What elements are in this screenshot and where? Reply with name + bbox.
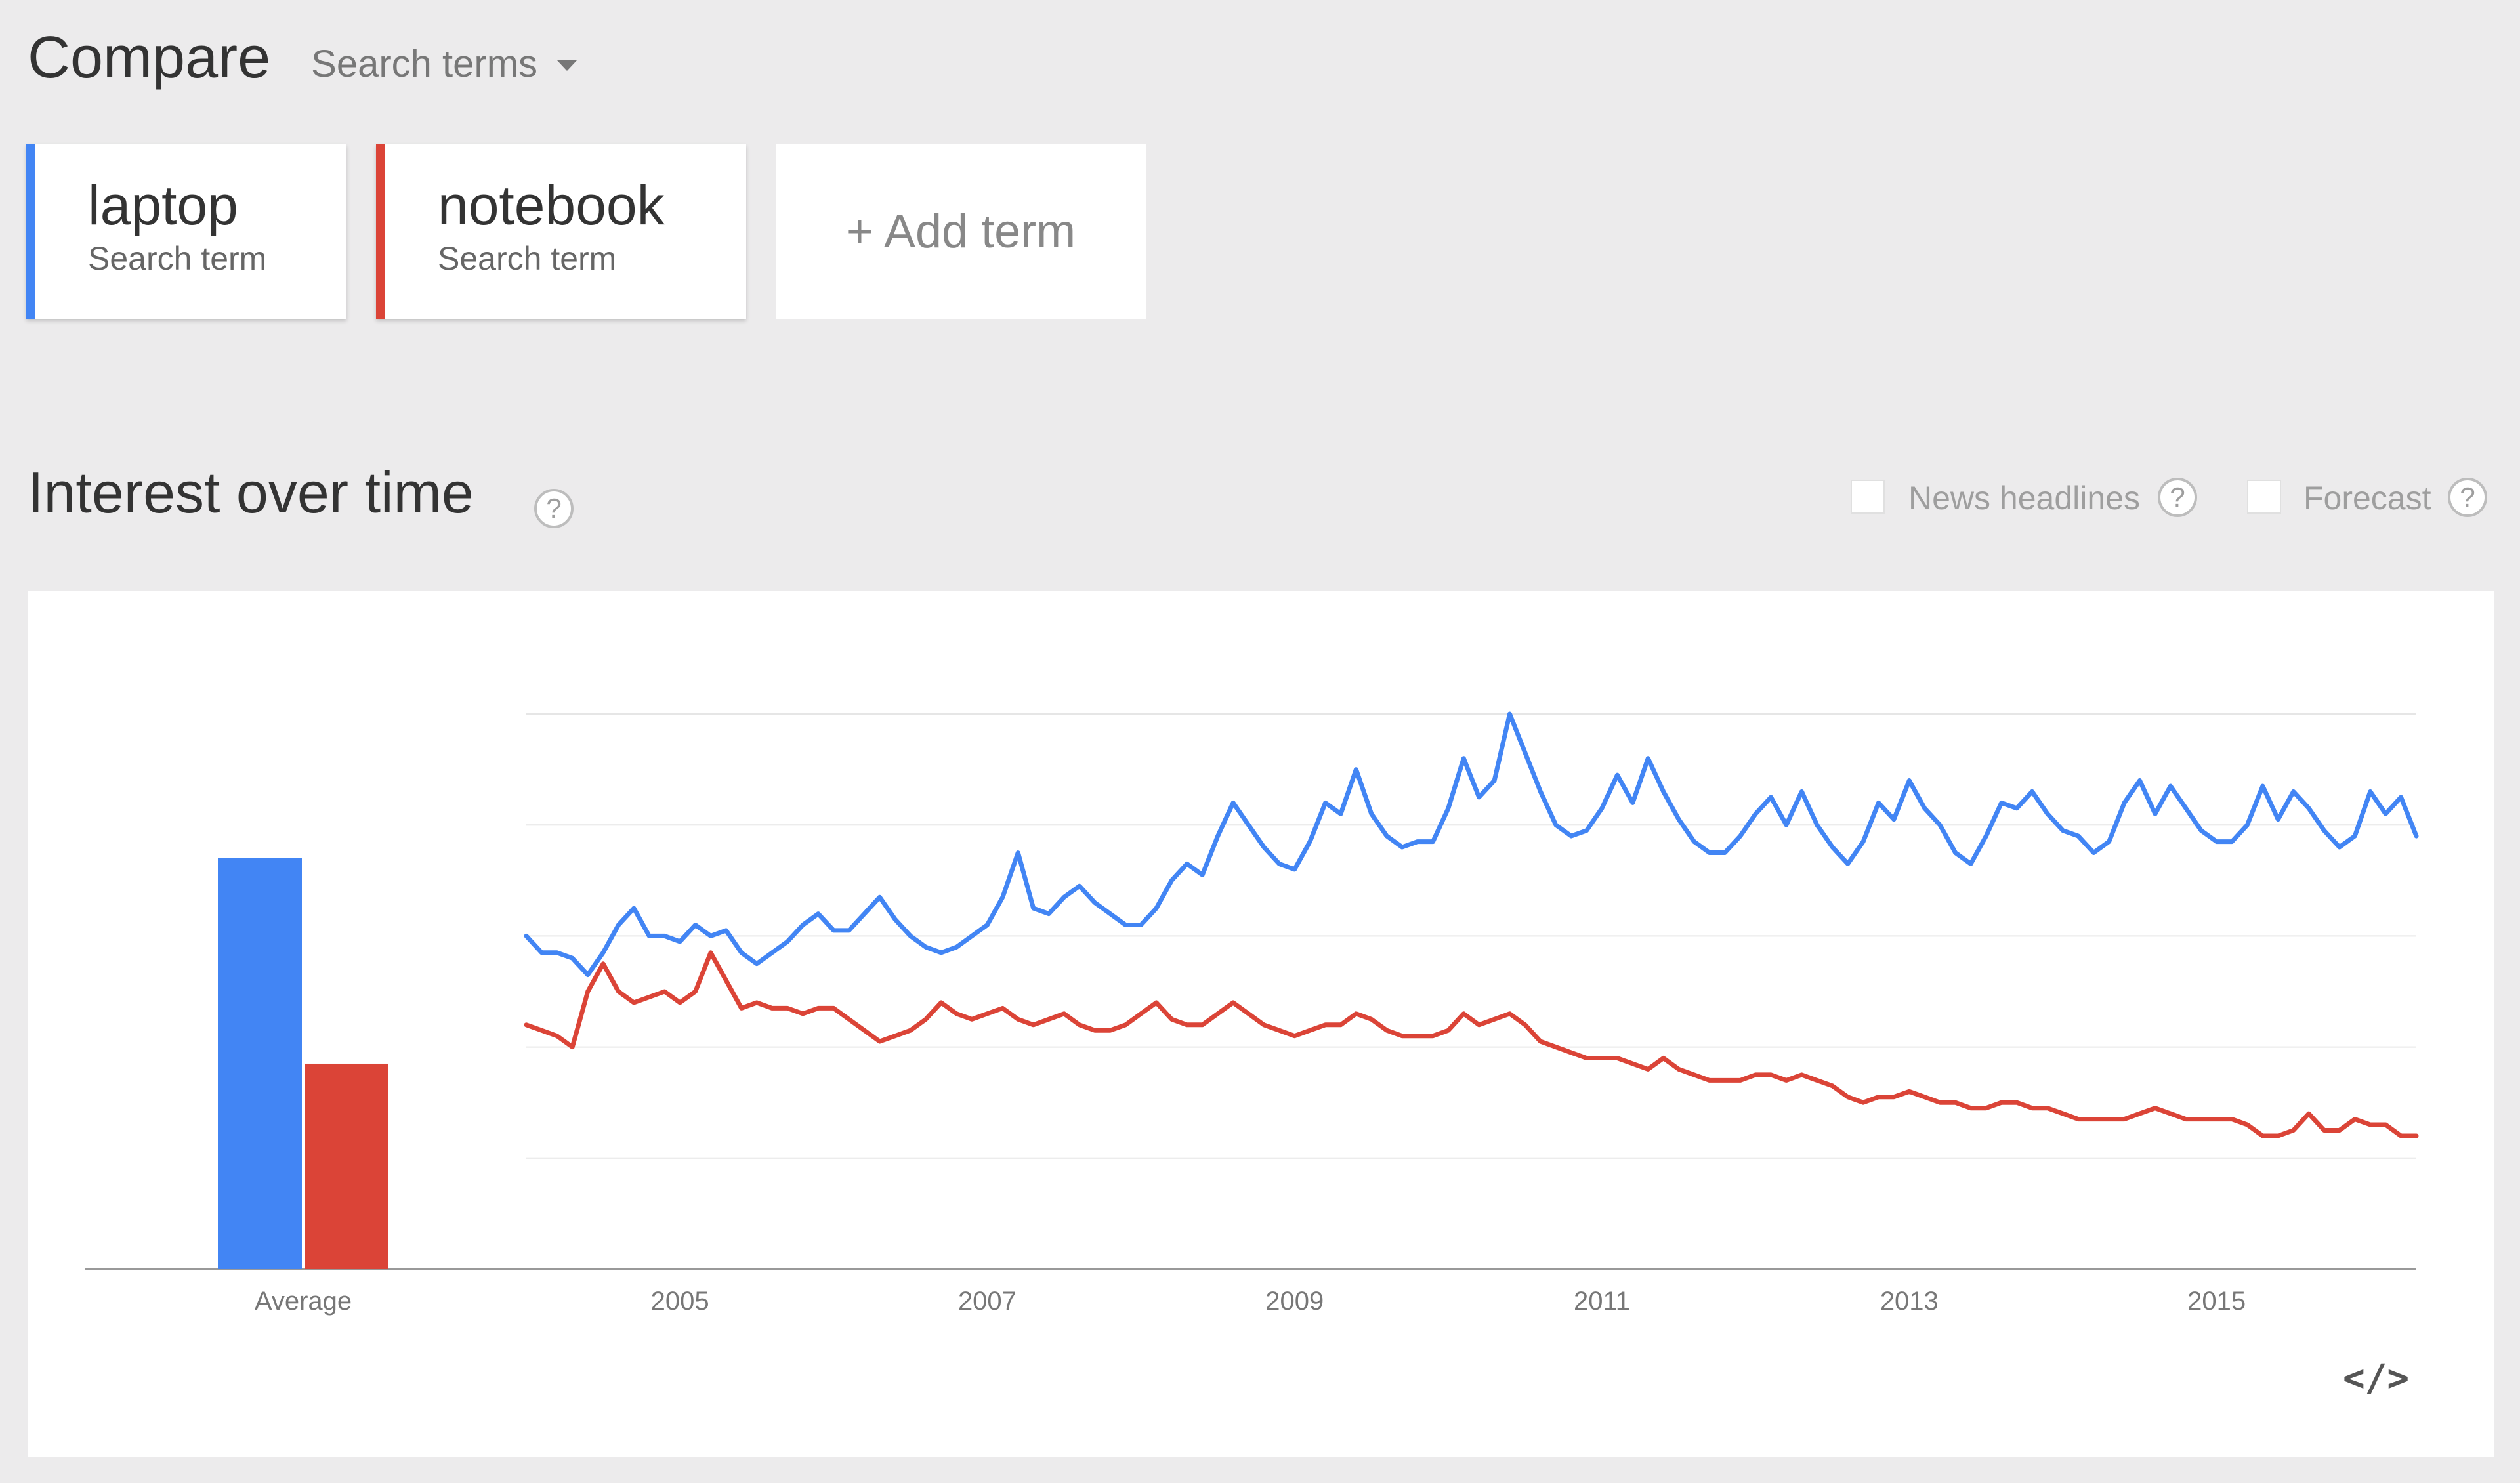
- chart-svg: Average 2005 2007 2009 2011 2013 2015: [85, 711, 2419, 1316]
- add-term-button[interactable]: + Add term: [776, 144, 1146, 319]
- news-headlines-checkbox[interactable]: [1851, 480, 1885, 514]
- caret-down-icon: [557, 60, 578, 71]
- average-label: Average: [255, 1287, 352, 1316]
- x-tick-label: 2007: [958, 1287, 1017, 1316]
- series-line: [524, 711, 2419, 978]
- x-tick-label: 2013: [1880, 1287, 1939, 1316]
- compare-title: Compare: [28, 24, 271, 91]
- term-type: Search term: [438, 240, 617, 277]
- news-headlines-label: News headlines: [1908, 480, 2140, 516]
- forecast-help-icon[interactable]: ?: [2448, 478, 2487, 517]
- series-line: [524, 950, 2419, 1138]
- compare-header: Compare Search terms: [28, 18, 578, 97]
- average-bar: [218, 858, 302, 1269]
- add-term-label: + Add term: [845, 205, 1076, 258]
- term-card-laptop[interactable]: laptop Search term: [26, 144, 346, 319]
- x-tick-label: 2015: [2187, 1287, 2246, 1316]
- news-headlines-help-icon[interactable]: ?: [2158, 478, 2197, 517]
- term-name: laptop: [88, 175, 238, 236]
- search-terms-label: Search terms: [311, 42, 538, 85]
- term-card-notebook[interactable]: notebook Search term: [376, 144, 746, 319]
- term-type: Search term: [88, 240, 267, 277]
- forecast-label: Forecast: [2303, 480, 2431, 516]
- section-title: Interest over time: [28, 460, 474, 525]
- forecast-checkbox[interactable]: [2247, 480, 2281, 514]
- x-tick-label: 2009: [1265, 1287, 1324, 1316]
- search-terms-dropdown[interactable]: Search terms: [311, 42, 578, 86]
- term-name: notebook: [438, 175, 665, 236]
- interest-over-time-chart: Average 2005 2007 2009 2011 2013 2015 </>: [28, 591, 2494, 1457]
- average-bar: [304, 1063, 388, 1269]
- x-tick-label: 2011: [1574, 1287, 1630, 1316]
- help-icon[interactable]: ?: [534, 489, 574, 528]
- code-embed-icon[interactable]: </>: [2343, 1357, 2410, 1400]
- x-tick-label: 2005: [651, 1287, 709, 1316]
